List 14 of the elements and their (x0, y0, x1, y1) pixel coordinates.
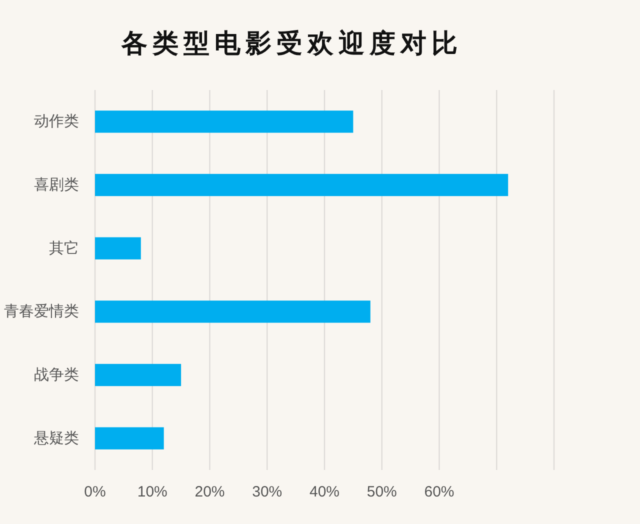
y-tick-label: 其它 (49, 240, 79, 257)
x-tick-label: 10% (137, 484, 168, 500)
y-tick-label: 动作类 (34, 113, 79, 130)
x-tick-label: 0% (84, 484, 106, 500)
chart-title: 各类型电影受欢迎度对比 (120, 28, 462, 58)
y-tick-label: 喜剧类 (34, 176, 79, 194)
x-tick-label: 30% (252, 484, 282, 500)
y-tick-label: 战争类 (34, 366, 79, 384)
x-tick-label: 50% (366, 484, 397, 500)
x-tick-label: 40% (309, 484, 340, 500)
x-tick-label: 20% (194, 484, 225, 500)
y-tick-label: 青春爱情类 (4, 303, 79, 320)
x-tick-label: 60% (424, 484, 454, 500)
y-tick-label: 悬疑类 (33, 430, 79, 447)
